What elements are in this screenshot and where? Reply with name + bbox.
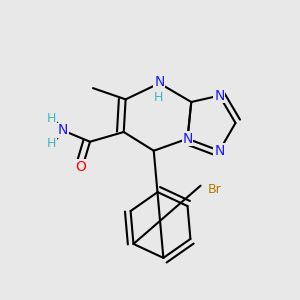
- Text: N: N: [214, 144, 225, 158]
- Text: Br: Br: [208, 183, 222, 196]
- Text: H: H: [47, 112, 56, 124]
- Text: N: N: [58, 124, 68, 137]
- Text: O: O: [75, 160, 86, 174]
- Text: N: N: [214, 88, 225, 103]
- Text: N: N: [182, 132, 193, 146]
- Text: N: N: [154, 75, 165, 89]
- Text: H: H: [154, 91, 163, 104]
- Text: H: H: [47, 137, 56, 150]
